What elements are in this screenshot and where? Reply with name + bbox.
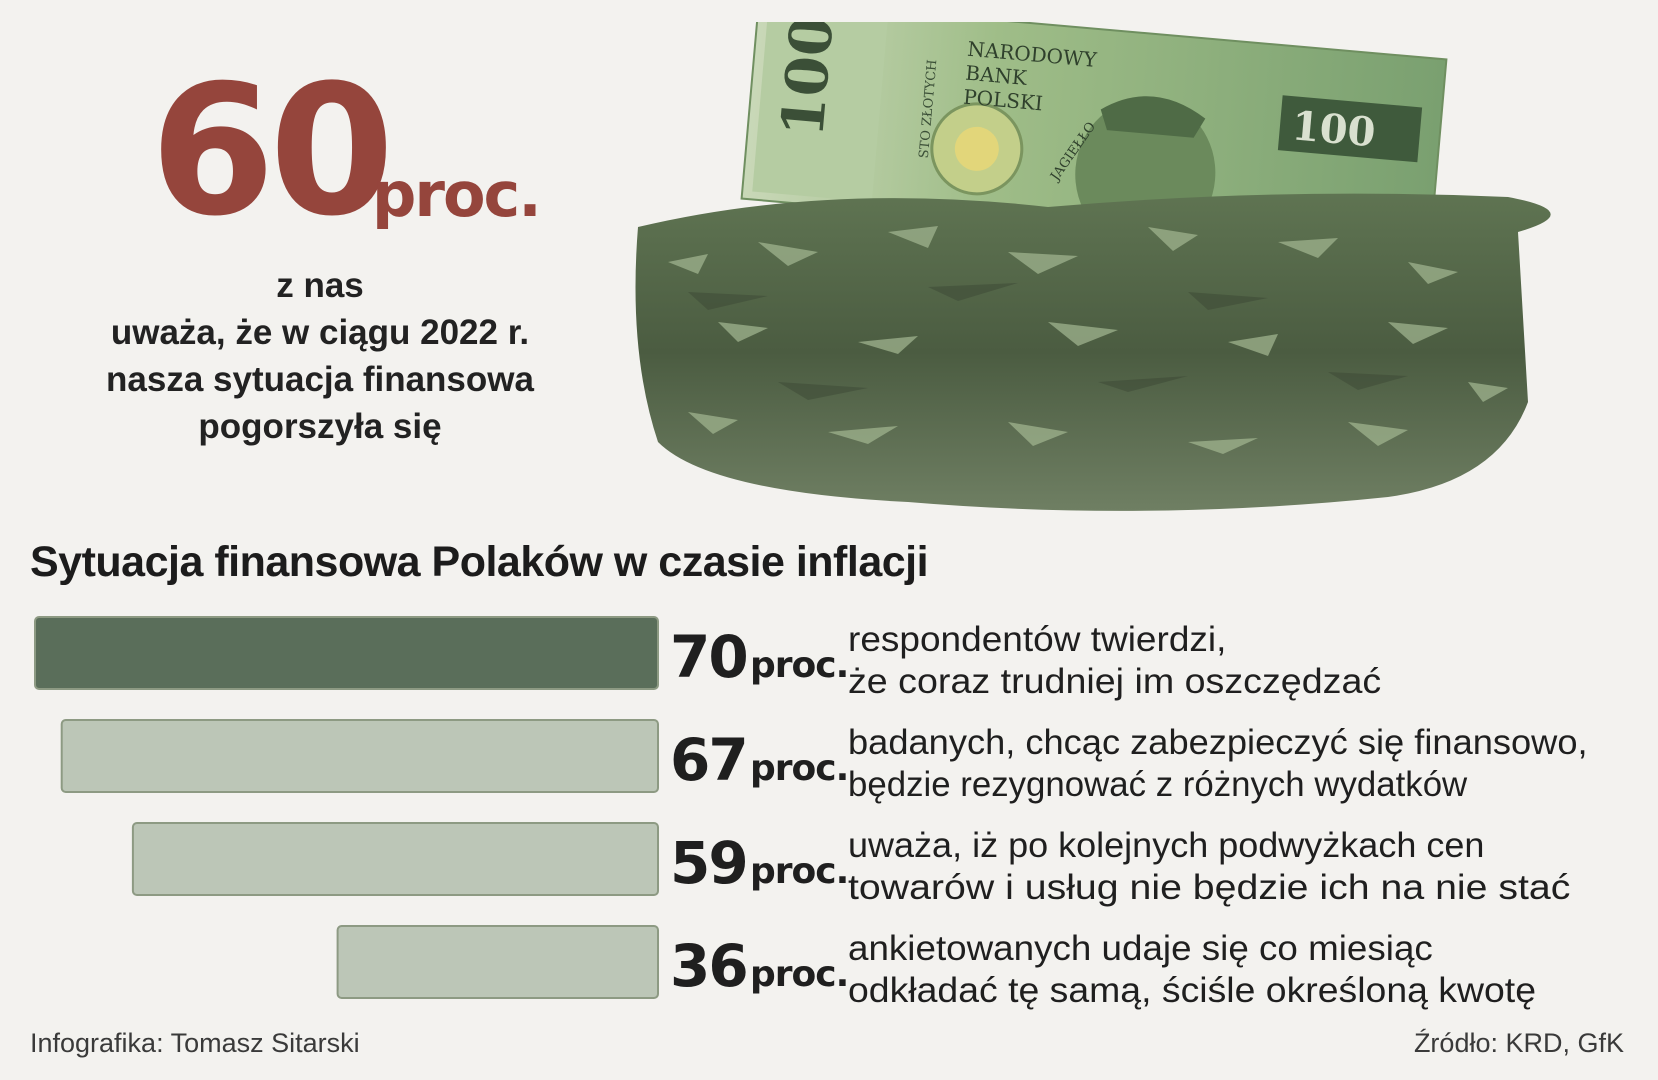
bar-description-line: będzie rezygnować z różnych wydatków <box>848 765 1468 804</box>
banknote: 100 STO ZŁOTYCH NARODOWY BANK POLSKI 100… <box>740 22 1448 260</box>
data-source: Źródło: KRD, GfK <box>1413 1028 1624 1058</box>
bar-unit-label: proc. <box>750 645 848 686</box>
bar-description-line: ankietowanych udaje się co miesiąc <box>848 929 1433 968</box>
bar-value-label: 70 <box>670 623 747 691</box>
headline-line: z nas <box>276 266 364 305</box>
bar-description-line: uważa, iż po kolejnych podwyżkach cen <box>848 826 1484 865</box>
bar <box>34 616 659 690</box>
headline-number: 60 <box>150 47 394 256</box>
headline-line: uważa, że w ciągu 2022 r. <box>110 313 530 352</box>
bar <box>60 719 659 793</box>
bar-unit-label: proc. <box>750 748 848 789</box>
headline-unit: proc. <box>372 158 542 231</box>
banknote-value-vertical: 100 <box>768 22 846 140</box>
headline-line: pogorszyła się <box>198 407 442 446</box>
bar <box>336 925 659 999</box>
infographic-credit: Infografika: Tomasz Sitarski <box>30 1028 360 1058</box>
banknote-value: 100 <box>1290 102 1377 156</box>
shredded-banknote-image: 100 STO ZŁOTYCH NARODOWY BANK POLSKI 100… <box>635 22 1551 511</box>
bar-description-line: towarów i usług nie będzie ich na nie st… <box>848 868 1570 907</box>
headline-description: z nas uważa, że w ciągu 2022 r. nasza sy… <box>40 262 600 450</box>
bar-description-line: respondentów twierdzi, <box>848 620 1226 659</box>
bar-unit-label: proc. <box>750 954 848 995</box>
bar-description-line: badanych, chcąc zabezpieczyć się finanso… <box>848 723 1588 762</box>
bar-value-label: 36 <box>670 932 747 1000</box>
bar-chart: 70 proc.respondentów twierdzi,że coraz tr… <box>34 616 1588 1010</box>
bar-description-line: że coraz trudniej im oszczędzać <box>848 662 1381 701</box>
bar-value-label: 67 <box>670 726 747 794</box>
headline-stat: 60 proc. z nas uważa, że w ciągu 2022 r.… <box>0 0 640 480</box>
shredded-money-pile <box>635 193 1551 511</box>
bar-unit-label: proc. <box>750 851 848 892</box>
chart-title: Sytuacja finansowa Polaków w czasie infl… <box>30 538 929 586</box>
bar <box>131 822 659 896</box>
headline-line: nasza sytuacja finansowa <box>106 360 534 399</box>
bar-value-label: 59 <box>670 829 747 897</box>
banknote-label: BANK <box>964 61 1028 90</box>
bar-description-line: odkładać tę samą, ściśle określoną kwotę <box>848 971 1536 1010</box>
